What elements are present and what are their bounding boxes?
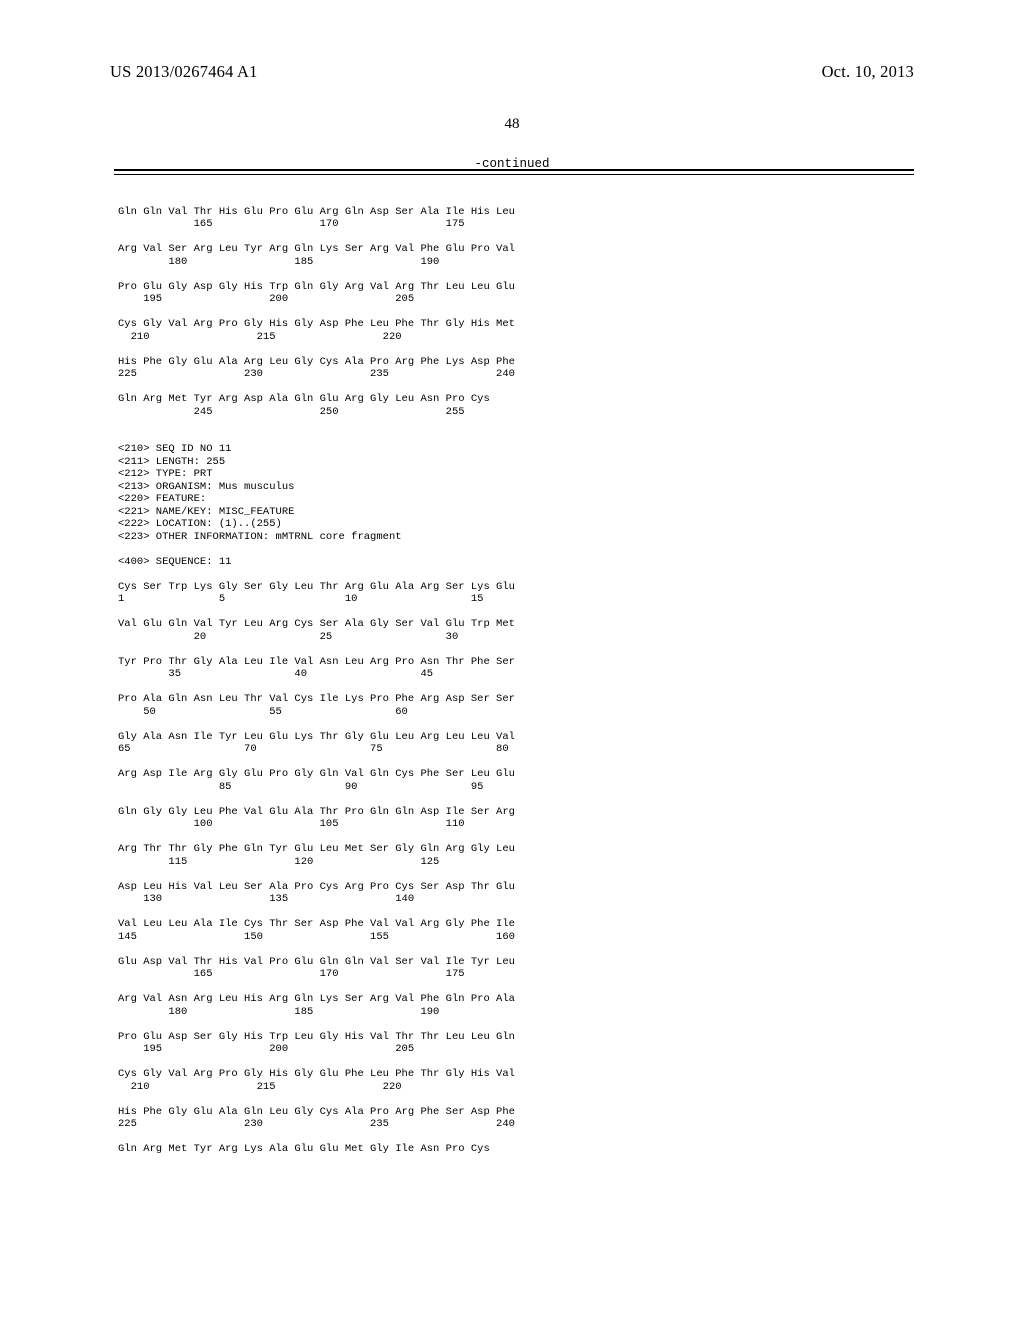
page-number: 48 xyxy=(0,116,1024,133)
publication-date: Oct. 10, 2013 xyxy=(822,62,914,82)
publication-number: US 2013/0267464 A1 xyxy=(110,62,258,82)
rule-thick-top xyxy=(114,169,914,171)
rule-thin-top xyxy=(114,174,914,175)
sequence-listing: Gln Gln Val Thr His Glu Pro Glu Arg Gln … xyxy=(118,206,914,1156)
